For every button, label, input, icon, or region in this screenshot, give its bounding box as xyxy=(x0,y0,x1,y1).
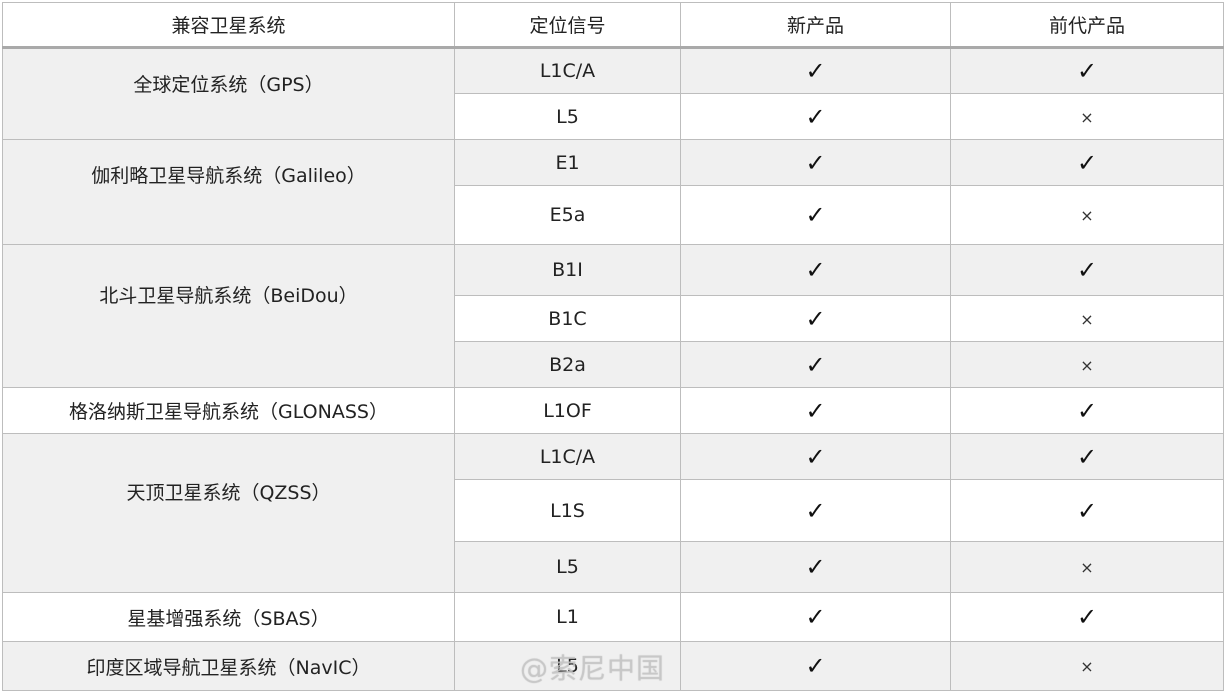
check-mark: ✓ xyxy=(805,102,826,131)
signal-cell: L5 xyxy=(454,641,681,691)
previous-product-cell: × xyxy=(950,185,1224,245)
previous-product-cell: ✓ xyxy=(950,387,1224,434)
check-mark: ✓ xyxy=(805,148,826,177)
check-mark: ✓ xyxy=(805,350,826,379)
check-mark: ✓ xyxy=(805,553,826,581)
system-cell: 伽利略卫星导航系统（Galileo） xyxy=(2,139,455,245)
check-mark: ✓ xyxy=(1076,148,1098,177)
cross-mark: × xyxy=(1080,657,1094,676)
system-cell: 格洛纳斯卫星导航系统（GLONASS） xyxy=(2,387,455,434)
previous-product-cell: ✓ xyxy=(950,479,1224,542)
system-cell: 全球定位系统（GPS） xyxy=(2,47,455,140)
check-mark: ✓ xyxy=(805,442,826,471)
new-product-cell: ✓ xyxy=(680,47,951,94)
check-mark: ✓ xyxy=(805,304,826,333)
previous-product-cell: × xyxy=(950,341,1224,388)
check-mark: ✓ xyxy=(1076,256,1098,284)
table-row: B1C ✓ × xyxy=(3,295,1224,342)
new-product-cell: ✓ xyxy=(680,295,951,342)
signal-cell: L5 xyxy=(454,93,681,140)
check-mark: ✓ xyxy=(805,603,826,631)
table-row: B2a ✓ × xyxy=(3,341,1224,388)
check-mark: ✓ xyxy=(805,201,826,229)
cross-mark: × xyxy=(1080,558,1094,577)
new-product-cell: ✓ xyxy=(680,93,951,140)
signal-cell: B1C xyxy=(454,295,681,342)
cross-mark: × xyxy=(1080,206,1094,225)
previous-product-cell: × xyxy=(950,93,1224,140)
table-row: 天顶卫星系统（QZSS） L1C/A ✓ ✓ xyxy=(2,433,1224,593)
signal-cell: L1OF xyxy=(454,387,681,434)
previous-product-cell: ✓ xyxy=(950,592,1224,642)
check-mark: ✓ xyxy=(805,496,826,525)
header-row: 兼容卫星系统 定位信号 新产品 前代产品 xyxy=(2,2,1224,49)
check-mark: ✓ xyxy=(1076,396,1098,425)
header-signal: 定位信号 xyxy=(454,2,681,49)
signal-cell: L1S xyxy=(454,479,681,542)
table-row: 印度区域导航卫星系统（NavIC） L5 ✓ × xyxy=(2,641,1224,691)
table-row: 格洛纳斯卫星导航系统（GLONASS） L1OF ✓ ✓ xyxy=(2,387,1224,434)
new-product-cell: ✓ xyxy=(680,541,951,593)
signal-cell: E1 xyxy=(454,139,681,186)
system-cell: 天顶卫星系统（QZSS） xyxy=(2,433,455,593)
header-system: 兼容卫星系统 xyxy=(2,2,455,49)
new-product-cell: ✓ xyxy=(680,139,951,186)
check-mark: ✓ xyxy=(1076,603,1098,631)
table-row: E5a ✓ × xyxy=(3,185,1224,245)
signal-cell: L5 xyxy=(454,541,681,593)
check-mark: ✓ xyxy=(1076,496,1098,525)
check-mark: ✓ xyxy=(805,396,826,425)
table-row: 伽利略卫星导航系统（Galileo） E1 ✓ ✓ xyxy=(2,139,1224,245)
new-product-cell: ✓ xyxy=(680,641,951,691)
new-product-cell: ✓ xyxy=(680,341,951,388)
signal-cell: B1I xyxy=(454,244,681,296)
new-product-cell: ✓ xyxy=(680,433,951,480)
previous-product-cell: × xyxy=(950,541,1224,593)
cross-mark: × xyxy=(1080,107,1094,127)
signal-cell: E5a xyxy=(454,185,681,245)
new-product-cell: ✓ xyxy=(680,185,951,245)
system-cell: 北斗卫星导航系统（BeiDou） xyxy=(2,244,455,388)
check-mark: ✓ xyxy=(1076,442,1098,471)
new-product-cell: ✓ xyxy=(680,387,951,434)
check-mark: ✓ xyxy=(805,256,826,284)
signal-cell: B2a xyxy=(454,341,681,388)
watermark-text: @索尼中国 xyxy=(520,652,666,685)
check-mark: ✓ xyxy=(805,57,826,85)
table-row: 北斗卫星导航系统（BeiDou） B1I ✓ ✓ xyxy=(2,244,1224,388)
signal-cell: L1 xyxy=(454,592,681,642)
check-mark: ✓ xyxy=(1076,57,1098,85)
table-row: 星基增强系统（SBAS） L1 ✓ ✓ xyxy=(2,592,1224,642)
table-row: 全球定位系统（GPS） L1C/A ✓ ✓ xyxy=(2,47,1224,140)
new-product-cell: ✓ xyxy=(680,479,951,542)
cross-mark: × xyxy=(1080,309,1094,329)
table-row: L5 ✓ × xyxy=(3,93,1224,140)
previous-product-cell: ✓ xyxy=(950,244,1224,296)
cross-mark: × xyxy=(1080,355,1094,375)
previous-product-cell: ✓ xyxy=(950,139,1224,186)
signal-cell: L1C/A xyxy=(454,47,681,94)
new-product-cell: ✓ xyxy=(680,244,951,296)
table-row: L5 ✓ × xyxy=(3,541,1224,593)
previous-product-cell: × xyxy=(950,295,1224,342)
header-new-product: 新产品 xyxy=(680,2,951,49)
previous-product-cell: × xyxy=(950,641,1224,691)
watermark: @索尼中国 xyxy=(520,647,665,687)
previous-product-cell: ✓ xyxy=(950,433,1224,480)
new-product-cell: ✓ xyxy=(680,592,951,642)
signal-cell: L1C/A xyxy=(454,433,681,480)
table-row: L1S ✓ ✓ xyxy=(3,479,1224,542)
system-cell: 星基增强系统（SBAS） xyxy=(2,592,455,642)
previous-product-cell: ✓ xyxy=(950,47,1224,94)
header-previous-product: 前代产品 xyxy=(950,2,1224,49)
check-mark: ✓ xyxy=(805,652,826,680)
system-cell: 印度区域导航卫星系统（NavIC） xyxy=(2,641,455,691)
